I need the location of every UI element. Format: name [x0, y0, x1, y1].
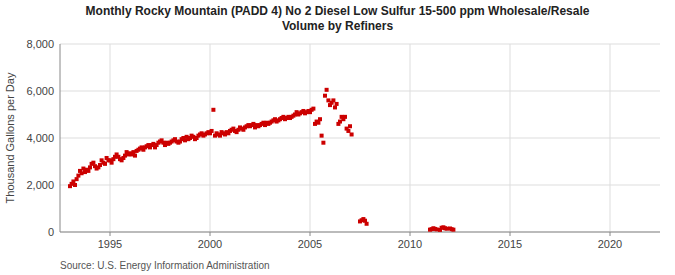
- point: [365, 222, 369, 226]
- x-tick-label: 1995: [98, 238, 122, 250]
- point: [325, 88, 329, 92]
- grid-line-y: [60, 138, 660, 139]
- grid-line-y: [60, 185, 660, 186]
- y-tick-label: 0: [48, 226, 54, 238]
- grid-line-x: [610, 44, 611, 232]
- x-tick: [210, 232, 211, 236]
- point: [348, 124, 352, 128]
- point: [343, 115, 347, 119]
- y-tick-label: 4,000: [26, 132, 54, 144]
- point: [75, 177, 79, 181]
- point: [335, 102, 339, 106]
- title: Monthly Rocky Mountain (PADD 4) No 2 Die…: [86, 4, 590, 33]
- y-axis-line: [60, 44, 61, 232]
- point: [318, 117, 322, 121]
- grid-line-x: [410, 44, 411, 232]
- chart: Monthly Rocky Mountain (PADD 4) No 2 Die…: [0, 0, 675, 275]
- point: [110, 161, 114, 165]
- x-tick: [410, 232, 411, 236]
- grid-line-x: [210, 44, 211, 232]
- x-tick: [310, 232, 311, 236]
- grid: [60, 44, 660, 232]
- point: [350, 132, 354, 136]
- x-tick: [610, 232, 611, 236]
- y-axis-label: Thousand Gallons per Day: [4, 72, 16, 203]
- point: [211, 108, 215, 112]
- grid-line-y: [60, 232, 660, 233]
- point: [73, 183, 77, 187]
- points: [68, 88, 455, 232]
- x-tick-label: 2000: [198, 238, 222, 250]
- x-tick: [510, 232, 511, 236]
- point: [103, 162, 107, 166]
- x-tick-label: 2015: [498, 238, 522, 250]
- point: [323, 94, 327, 98]
- y-tick-label: 2,000: [26, 179, 54, 191]
- grid-line-y: [60, 44, 660, 45]
- x-axis-line: [60, 232, 660, 233]
- x-tick-label: 2005: [298, 238, 322, 250]
- point: [321, 141, 325, 145]
- point: [133, 154, 137, 158]
- point: [333, 105, 337, 109]
- grid-line-x: [310, 44, 311, 232]
- point: [316, 121, 320, 125]
- x-tick-label: 2020: [598, 238, 622, 250]
- point: [346, 129, 350, 133]
- point: [320, 134, 324, 138]
- y-tick-label: 6,000: [26, 85, 54, 97]
- point: [451, 228, 455, 232]
- grid-line-y: [60, 91, 660, 92]
- point: [86, 169, 90, 173]
- y-tick-label: 8,000: [26, 38, 54, 50]
- grid-line-x: [110, 44, 111, 232]
- x-tick: [110, 232, 111, 236]
- point: [88, 165, 92, 169]
- annotation: Source: U.S. Energy Information Administ…: [60, 260, 270, 271]
- background: [0, 0, 675, 275]
- grid-line-x: [510, 44, 511, 232]
- x-tick-label: 2010: [398, 238, 422, 250]
- point: [91, 161, 95, 165]
- point: [331, 98, 335, 102]
- point: [311, 107, 315, 111]
- point: [210, 129, 214, 133]
